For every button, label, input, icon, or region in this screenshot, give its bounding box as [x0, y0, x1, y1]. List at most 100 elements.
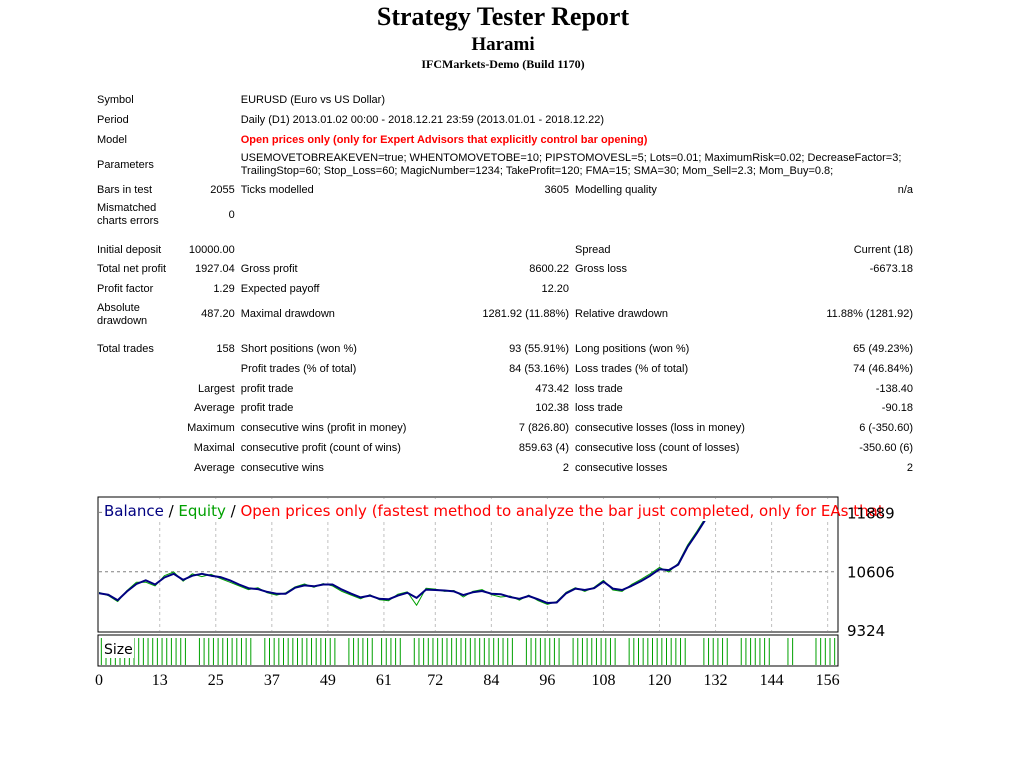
chart-legend: Balance / Equity / Open prices only (fas… [104, 502, 884, 520]
x-tick-label: 72 [427, 672, 443, 689]
largest-loss-value: -138.40 [875, 382, 913, 395]
x-tick-label: 132 [704, 672, 728, 689]
spread-value: Current (18) [853, 243, 913, 256]
gross-loss-label: Gross loss [575, 263, 627, 276]
gross-loss-value: -6673.18 [869, 263, 913, 276]
legend-background [102, 499, 837, 521]
average-profit-value: 102.38 [535, 402, 569, 415]
model-value: Open prices only (only for Expert Adviso… [240, 133, 648, 146]
average-consecutive-losses-value: 2 [906, 461, 913, 474]
y-tick-label: 11889 [847, 504, 895, 522]
legend-separator-2: / [226, 502, 241, 520]
maximal-consecutive-profit-value: 859.63 (4) [518, 441, 569, 454]
absolute-drawdown-value: 487.20 [201, 308, 235, 321]
maximum-label: Maximum [187, 422, 235, 435]
size-panel-frame [97, 634, 839, 667]
absolute-drawdown-label-line-1: Absolute [97, 301, 140, 314]
short-positions-label: Short positions (won %) [240, 342, 357, 355]
parameters-value: USEMOVETOBREAKEVEN=true; WHENTOMOVETOBE=… [238, 150, 916, 180]
average-consecutive-label: Average [193, 461, 235, 474]
report-title: Strategy Tester Report [376, 2, 630, 31]
largest-label: Largest [198, 382, 235, 395]
ticks-label: Ticks modelled [240, 183, 314, 196]
max-consecutive-wins-label: consecutive wins (profit in money) [240, 422, 407, 435]
x-tick-label: 13 [152, 672, 168, 689]
largest-loss-label: loss trade [575, 382, 623, 395]
mismatch-label-line-1: Mismatched [97, 202, 157, 215]
x-tick-label: 37 [264, 672, 280, 689]
gross-profit-value: 8600.22 [529, 263, 569, 276]
largest-row: Largest profit trade 473.42 loss trade -… [94, 379, 916, 399]
bars-value: 2055 [210, 183, 235, 196]
legend-separator-1: / [164, 502, 179, 520]
symbol-label: Symbol [97, 94, 134, 107]
parameters-line-2: TrailingStop=60; Stop_Loss=60; MagicNumb… [240, 165, 834, 178]
total-trades-row: Total trades 158 Short positions (won %)… [94, 340, 916, 360]
initial-deposit-value: 10000.00 [188, 243, 235, 256]
expected-payoff-value: 12.20 [541, 283, 569, 296]
x-tick-label: 84 [483, 672, 499, 689]
max-consecutive-losses-label: consecutive losses (loss in money) [575, 422, 745, 435]
x-tick-label: 25 [208, 672, 224, 689]
maximal-consecutive-loss-value: -350.60 (6) [859, 441, 913, 454]
profit-trades-row: Profit trades (% of total) 84 (53.16%) L… [94, 359, 916, 379]
legend-mode-note: Open prices only (fastest method to anal… [240, 502, 883, 520]
profit-factor-label: Profit factor [97, 283, 154, 296]
short-positions-value: 93 (55.91%) [509, 342, 569, 355]
parameters-line-1: USEMOVETOBREAKEVEN=true; WHENTOMOVETOBE=… [240, 152, 902, 165]
quality-label: Modelling quality [575, 183, 657, 196]
expert-name: Harami [471, 34, 535, 55]
maximal-drawdown-value: 1281.92 (11.88%) [482, 308, 569, 321]
total-trades-label: Total trades [97, 342, 154, 355]
period-row: Period Daily (D1) 2013.01.02 00:00 - 201… [94, 111, 916, 131]
average-consecutive-wins-value: 2 [562, 461, 569, 474]
maximal-drawdown-label: Maximal drawdown [240, 308, 335, 321]
initial-deposit-label: Initial deposit [97, 243, 162, 256]
net-profit-row: Total net profit 1927.04 Gross profit 86… [94, 260, 916, 280]
mismatch-value: 0 [228, 208, 235, 221]
maximal-consecutive-profit-label: consecutive profit (count of wins) [240, 441, 401, 454]
maximal-label: Maximal [193, 441, 235, 454]
symbol-value: EURUSD (Euro vs US Dollar) [240, 94, 385, 107]
size-label-background [102, 638, 134, 658]
loss-trades-value: 74 (46.84%) [853, 362, 913, 375]
balance-equity-chart: Balance / Equity / Open prices only (fas… [95, 496, 895, 689]
size-label: Size [104, 642, 133, 658]
net-profit-value: 1927.04 [194, 263, 235, 276]
maximal-row: Maximal consecutive profit (count of win… [94, 439, 916, 459]
quality-value: n/a [897, 183, 913, 196]
net-profit-label: Total net profit [97, 263, 167, 276]
x-tick-label: 120 [648, 672, 672, 689]
max-consecutive-wins-value: 7 (826.80) [518, 422, 569, 435]
expected-payoff-label: Expected payoff [240, 283, 320, 296]
relative-drawdown-value: 11.88% (1281.92) [826, 308, 913, 321]
spread-label: Spread [575, 243, 611, 256]
parameters-label: Parameters [97, 158, 154, 171]
bars-label: Bars in test [97, 183, 153, 196]
largest-profit-value: 473.42 [535, 382, 569, 395]
drawdown-row: Absolute drawdown 487.20 Maximal drawdow… [94, 300, 916, 330]
relative-drawdown-label: Relative drawdown [575, 308, 668, 321]
model-row: Model Open prices only (only for Expert … [94, 131, 916, 151]
average-row: Average profit trade 102.38 loss trade -… [94, 399, 916, 419]
report-table: Symbol EURUSD (Euro vs US Dollar) Period… [94, 91, 916, 478]
parameters-row: Parameters USEMOVETOBREAKEVEN=true; WHEN… [94, 150, 916, 180]
maximum-row: Maximum consecutive wins (profit in mone… [94, 419, 916, 439]
x-axis-ticks: 0 13 25 37 49 61 72 84 96 108 120 132 144 156 [95, 672, 840, 689]
y-tick-label: 10606 [847, 564, 895, 582]
ticks-value: 3605 [544, 183, 569, 196]
maximal-consecutive-loss-label: consecutive loss (count of losses) [575, 441, 740, 454]
profit-trades-value: 84 (53.16%) [509, 362, 569, 375]
server-name: IFCMarkets-Demo (Build 1170) [421, 57, 585, 71]
period-value: Daily (D1) 2013.01.02 00:00 - 2018.12.21… [240, 114, 604, 127]
total-trades-value: 158 [216, 342, 235, 355]
profit-trades-label: Profit trades (% of total) [240, 362, 357, 375]
long-positions-value: 65 (49.23%) [853, 342, 913, 355]
long-positions-label: Long positions (won %) [575, 342, 690, 355]
average-consecutive-wins-label: consecutive wins [240, 461, 324, 474]
legend-equity: Equity [178, 502, 226, 520]
absolute-drawdown-label: Absolute drawdown [94, 300, 184, 330]
model-label: Model [97, 133, 127, 146]
period-label: Period [97, 114, 129, 127]
mismatch-row: Mismatched charts errors 0 [94, 200, 916, 230]
